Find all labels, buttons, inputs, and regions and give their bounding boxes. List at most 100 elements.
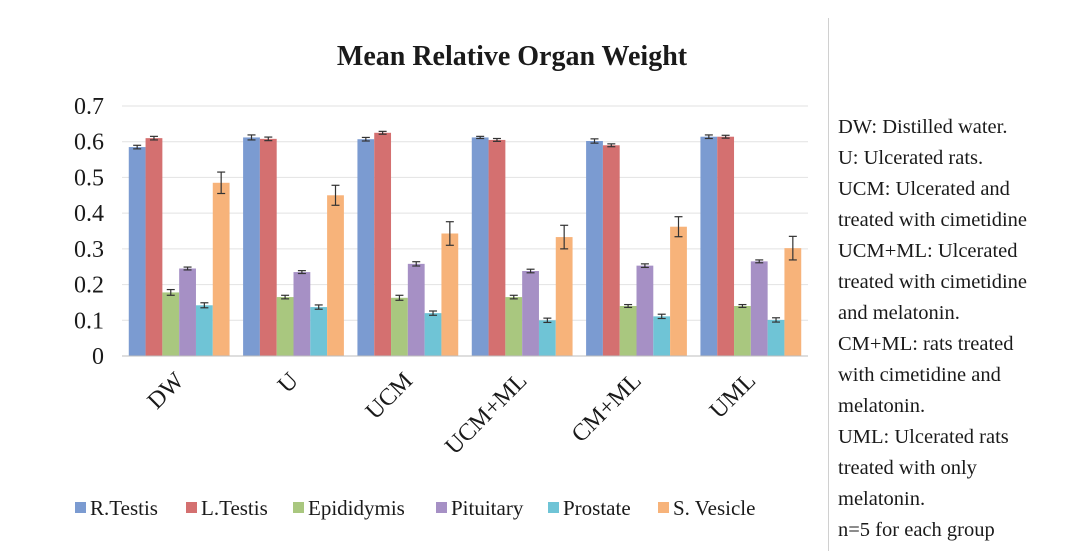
- note-line: CM+ML: rats treated: [838, 333, 1014, 355]
- error-bar: [281, 294, 290, 300]
- error-bar: [509, 294, 518, 300]
- note-line: treated with cimetidine: [838, 209, 1027, 231]
- bar: [471, 137, 489, 356]
- legend-swatch: [658, 502, 669, 513]
- legend-label: Prostate: [563, 496, 631, 520]
- bar: [407, 263, 425, 356]
- error-bar: [755, 259, 764, 264]
- note-line: n=5 for each group: [838, 519, 995, 541]
- legend: R.Testis L.Testis Epididymis Pituitary Prost…: [75, 496, 755, 520]
- error-bar: [738, 303, 747, 309]
- y-tick-label: 0.4: [74, 201, 104, 227]
- note-line: melatonin.: [838, 395, 926, 417]
- x-tick-label: UML: [705, 368, 761, 424]
- y-tick-label: 0.5: [74, 165, 104, 191]
- bar: [310, 307, 328, 356]
- bars: [128, 132, 802, 356]
- bar: [391, 297, 408, 356]
- bar: [717, 136, 735, 356]
- error-bars: [133, 130, 797, 324]
- bar: [734, 306, 751, 356]
- bar: [195, 305, 213, 356]
- y-tick-label: 0.2: [74, 273, 104, 299]
- error-bar: [788, 235, 797, 261]
- error-bar: [657, 313, 666, 320]
- y-tick-label: 0.6: [74, 130, 104, 156]
- error-bar: [217, 171, 226, 195]
- note-line: UML: Ulcerated rats: [838, 426, 1009, 448]
- bar: [522, 271, 539, 356]
- bar: [162, 292, 180, 356]
- bar: [488, 139, 506, 356]
- error-bar: [149, 135, 158, 141]
- error-bar: [476, 135, 485, 140]
- note-item: UCM: Ulcerated and treated with cimetidin…: [838, 174, 1074, 236]
- note-line: with cimetidine and: [838, 364, 1001, 386]
- error-bar: [297, 270, 306, 275]
- bar: [602, 145, 620, 356]
- bar: [784, 248, 802, 356]
- bar: [750, 261, 768, 356]
- error-bar: [674, 216, 683, 238]
- note-item: UML: Ulcerated rats treated with only mela…: [838, 422, 1074, 515]
- legend-label: R.Testis: [90, 496, 158, 520]
- bar: [670, 226, 687, 356]
- y-tick-label: 0.3: [74, 237, 104, 263]
- bar: [538, 320, 556, 356]
- note-line: U: Ulcerated rats.: [838, 147, 984, 169]
- x-tick-label: CM+ML: [567, 368, 647, 448]
- bar: [636, 265, 654, 356]
- error-bar: [772, 317, 781, 323]
- error-bar: [200, 302, 209, 309]
- bar: [179, 268, 196, 356]
- bar: [276, 297, 294, 356]
- error-bar: [607, 143, 616, 148]
- y-axis-tick-labels: 0 0.1 0.2 0.3 0.4 0.5 0.6 0.7: [74, 94, 104, 370]
- bar: [441, 233, 459, 356]
- legend-label: L.Testis: [201, 496, 268, 520]
- x-tick-label: UCM+ML: [440, 368, 532, 460]
- error-bar: [492, 137, 501, 142]
- error-bar: [721, 134, 730, 139]
- note-line: melatonin.: [838, 488, 926, 510]
- error-bar: [526, 268, 535, 274]
- legend-item: L.Testis: [186, 496, 268, 520]
- abbreviation-notes: DW: Distilled water. U: Ulcerated rats. UC…: [838, 112, 1074, 546]
- bar: [424, 313, 442, 356]
- legend-swatch: [293, 502, 304, 513]
- error-bar: [543, 317, 552, 324]
- error-bar: [445, 221, 454, 246]
- bar: [586, 141, 603, 356]
- error-bar: [640, 263, 649, 269]
- legend-item: R.Testis: [75, 496, 158, 520]
- bar: [619, 306, 637, 356]
- note-item: CM+ML: rats treated with cimetidine and me…: [838, 329, 1074, 422]
- bar: [700, 136, 718, 356]
- error-bar: [395, 294, 404, 301]
- note-item: DW: Distilled water.: [838, 112, 1074, 143]
- error-bar: [183, 266, 192, 271]
- bar: [259, 138, 277, 356]
- x-axis-tick-labels: DW U UCM UCM+ML CM+ML UML: [143, 368, 761, 460]
- note-line: treated with cimetidine: [838, 271, 1027, 293]
- legend-label: S. Vesicle: [673, 496, 755, 520]
- error-bar: [247, 134, 256, 141]
- note-item: UCM+ML: Ulcerated treated with cimetidine…: [838, 236, 1074, 329]
- bar: [293, 272, 311, 356]
- error-bar: [361, 136, 370, 142]
- x-tick-label: DW: [143, 368, 190, 415]
- legend-swatch: [436, 502, 447, 513]
- legend-item: Prostate: [548, 496, 631, 520]
- note-line: DW: Distilled water.: [838, 116, 1008, 138]
- panel-divider: [828, 18, 829, 551]
- bar: [357, 139, 375, 356]
- bar: [128, 147, 146, 356]
- note-item: U: Ulcerated rats.: [838, 143, 1074, 174]
- y-tick-label: 0: [92, 344, 104, 370]
- bar: [145, 138, 163, 356]
- bar-chart: Mean Relative Organ Weight 0 0.1 0.2 0.3 0.4…: [74, 41, 808, 520]
- error-bar: [429, 310, 438, 316]
- bar: [653, 316, 671, 356]
- error-bar: [264, 136, 273, 142]
- y-tick-label: 0.1: [74, 308, 104, 334]
